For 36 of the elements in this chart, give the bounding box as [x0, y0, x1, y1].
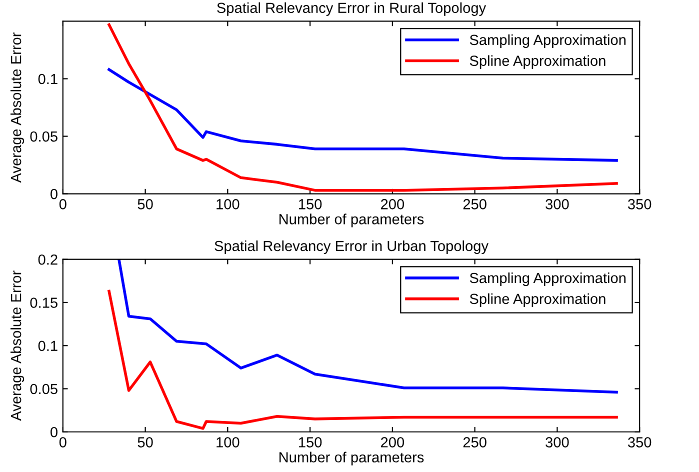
legend-label: Sampling Approximation — [470, 34, 626, 48]
y-tick-label: 0.05 — [30, 131, 58, 142]
chart-title: Spatial Relevancy Error in Rural Topology — [217, 2, 486, 16]
chart-title: Spatial Relevancy Error in Urban Topology — [214, 240, 488, 254]
y-tick-label: 0.1 — [38, 74, 58, 84]
x-tick-label: 100 — [216, 437, 240, 448]
x-axis-title: Number of parameters — [280, 452, 424, 466]
x-tick-label: 150 — [299, 199, 322, 210]
x-tick-label: 300 — [546, 199, 569, 210]
x-tick-label: 250 — [463, 199, 486, 210]
y-tick-label: 0 — [50, 426, 58, 438]
legend-label: Spline Approximation — [470, 55, 606, 69]
y-axis-title: Average Absolute Error — [10, 270, 24, 421]
y-tick-label: 0.15 — [30, 298, 58, 308]
x-tick-label: 50 — [138, 199, 153, 210]
x-tick-label: 50 — [138, 437, 153, 448]
x-tick-label: 300 — [546, 437, 569, 448]
y-tick-label: 0 — [50, 188, 58, 200]
x-tick-label: 100 — [216, 199, 240, 210]
x-tick-label: 0 — [59, 199, 66, 210]
x-tick-label: 350 — [628, 199, 652, 210]
line-series — [108, 290, 618, 430]
x-tick-label: 200 — [381, 437, 404, 448]
y-tick-label: 0.1 — [38, 340, 58, 352]
legend-label: Sampling Approximation — [470, 272, 626, 286]
line-series — [108, 68, 618, 162]
x-tick-label: 350 — [628, 437, 652, 448]
y-tick-label: 0.2 — [38, 254, 58, 265]
x-tick-label: 0 — [59, 437, 66, 448]
x-tick-label: 250 — [463, 437, 486, 448]
x-tick-label: 150 — [299, 437, 322, 448]
x-tick-label: 200 — [381, 199, 404, 210]
x-axis-title: Number of parameters — [280, 214, 424, 228]
legend-label: Spline Approximation — [470, 293, 606, 307]
y-axis-title: Average Absolute Error — [10, 32, 24, 183]
y-tick-label: 0.05 — [30, 384, 58, 394]
